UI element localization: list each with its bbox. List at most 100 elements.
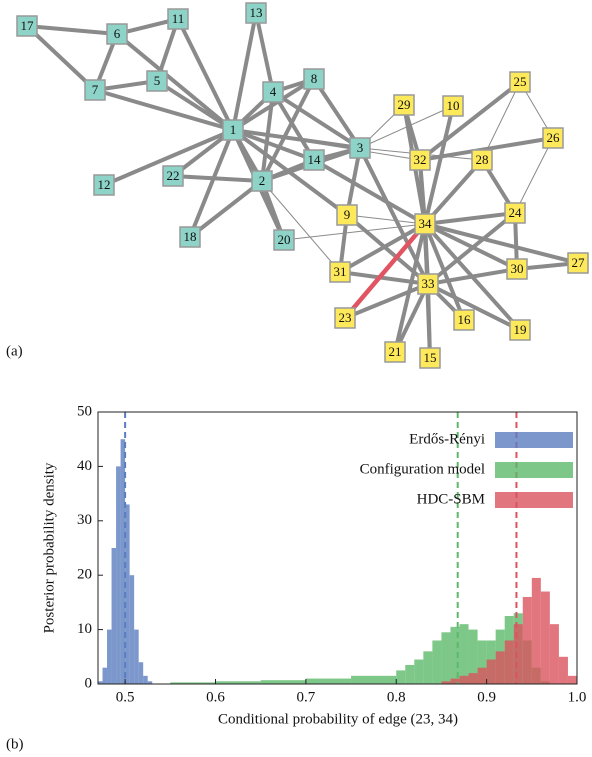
- edge: [514, 137, 554, 214]
- node: [453, 309, 475, 331]
- bar: [414, 659, 424, 684]
- node-label: 18: [184, 229, 197, 244]
- node-label: 7: [92, 82, 99, 97]
- bar: [441, 681, 451, 684]
- bar: [477, 640, 487, 684]
- node-label: 33: [422, 276, 435, 291]
- edge: [423, 222, 519, 271]
- bar: [432, 640, 442, 684]
- bar: [305, 678, 352, 684]
- node: [504, 202, 526, 224]
- node: [93, 174, 115, 196]
- bar: [504, 640, 514, 684]
- y-tick-label: 10: [77, 621, 92, 637]
- edge: [25, 24, 119, 36]
- node-label: 8: [311, 71, 318, 86]
- bar: [495, 651, 505, 684]
- node-label: 1: [230, 122, 237, 137]
- x-axis-label: Conditional probability of edge (23, 34): [218, 711, 458, 727]
- edge: [102, 128, 235, 187]
- node: [106, 23, 128, 45]
- node-label: 20: [278, 232, 291, 247]
- bar: [450, 678, 460, 684]
- bar: [522, 596, 532, 684]
- node-label: 30: [511, 261, 524, 276]
- node: [273, 229, 295, 251]
- edge: [271, 90, 316, 162]
- bar: [143, 675, 148, 684]
- y-tick-label: 40: [77, 458, 92, 474]
- bar: [138, 662, 144, 684]
- node-label: 29: [398, 97, 411, 112]
- legend-swatch: [495, 492, 573, 508]
- legend-label: Configuration model: [360, 461, 485, 477]
- node-label: 28: [476, 152, 489, 167]
- edge: [338, 270, 430, 286]
- panel-label: (a): [6, 343, 23, 359]
- bar: [468, 673, 478, 684]
- histogram: 0.5 0.6 0.7 0.8 0.9 1.0 0 10 20 30 40 50 Erdős-Rényi…: [77, 403, 586, 705]
- node-label: 5: [154, 73, 161, 88]
- edge: [418, 136, 555, 162]
- node-label: 11: [172, 11, 185, 26]
- node: [417, 273, 439, 295]
- node-label: 16: [458, 312, 472, 327]
- edge: [25, 24, 97, 92]
- x-tick-label: 1.0: [568, 689, 587, 705]
- node: [334, 307, 356, 329]
- node: [16, 15, 38, 37]
- node: [442, 95, 464, 117]
- bar: [450, 626, 460, 684]
- x-tick-label: 0.7: [296, 689, 315, 705]
- x-tick-label: 0.5: [116, 689, 135, 705]
- node: [262, 81, 284, 103]
- edge: [393, 222, 427, 354]
- legend-swatch: [495, 432, 573, 448]
- edge: [261, 180, 341, 273]
- bar: [134, 629, 139, 684]
- node-label: 24: [509, 205, 523, 220]
- node-label: 17: [21, 18, 35, 33]
- edge: [338, 222, 427, 274]
- node: [303, 149, 325, 171]
- bar: [423, 651, 433, 684]
- edge: [231, 11, 258, 132]
- x-tick-label: 0.6: [206, 689, 225, 705]
- edge: [393, 282, 430, 354]
- edge: [423, 104, 455, 226]
- node: [245, 2, 267, 24]
- node: [336, 204, 358, 226]
- edge: [93, 88, 235, 132]
- node-label: 6: [114, 26, 121, 41]
- node: [506, 258, 528, 280]
- edge: [271, 90, 362, 150]
- edge: [423, 211, 517, 226]
- edge: [231, 77, 316, 132]
- bar: [107, 629, 112, 684]
- node: [509, 71, 531, 93]
- node: [84, 79, 106, 101]
- node: [222, 119, 244, 141]
- bar: [531, 577, 541, 684]
- node: [329, 261, 351, 283]
- node: [471, 149, 493, 171]
- y-tick-label: 30: [77, 512, 92, 528]
- network: 1234567891011121314151617181920212223242…: [16, 2, 589, 369]
- edge: [188, 128, 235, 239]
- edge: [346, 214, 426, 225]
- bar: [116, 466, 121, 684]
- edge: [254, 11, 275, 94]
- node-label: 27: [572, 255, 586, 270]
- edge: [312, 158, 427, 226]
- edge: [176, 17, 235, 132]
- node: [509, 319, 531, 341]
- edge: [283, 223, 426, 241]
- bar: [215, 681, 261, 684]
- node: [167, 8, 189, 30]
- x-tick-label: 0.8: [387, 689, 406, 705]
- bar: [170, 682, 216, 684]
- bar: [396, 670, 406, 684]
- node: [414, 213, 436, 235]
- node-label: 9: [344, 207, 351, 222]
